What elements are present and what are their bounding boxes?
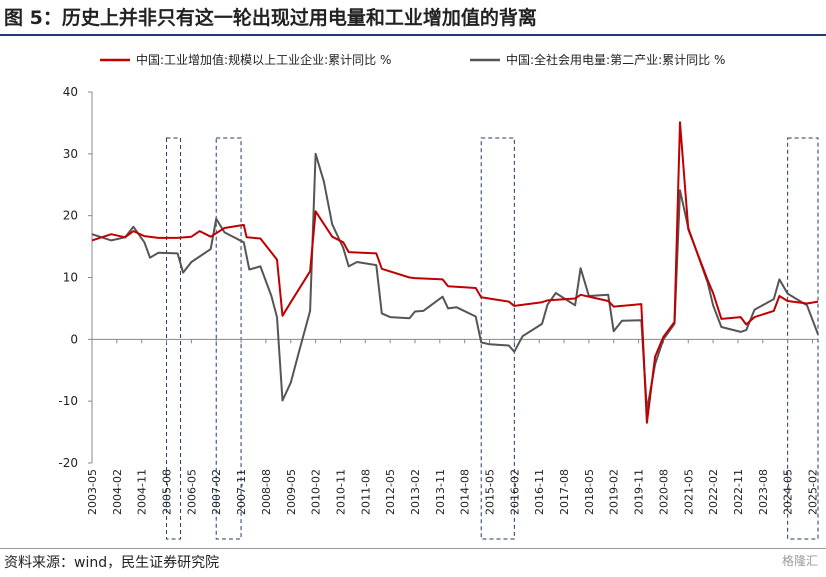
y-tick-label: -20 [58,456,78,470]
x-tick-label: 2022-11 [732,469,745,515]
x-tick-label: 2019-11 [633,469,646,515]
legend-label: 中国:全社会用电量:第二产业:累计同比 % [506,52,725,67]
y-tick-label: 20 [63,209,78,223]
x-tick-label: 2015-05 [484,469,497,515]
x-tick-label: 2011-08 [359,469,372,515]
page-title: 图 5：历史上并非只有这一轮出现过用电量和工业增加值的背离 [4,7,537,29]
x-tick-label: 2019-02 [608,469,621,515]
y-tick-label: 40 [63,85,78,99]
x-tick-label: 2017-08 [558,469,571,515]
series-line-industrial-output [91,121,819,424]
highlight-box [787,137,819,540]
x-tick-label: 2022-02 [707,469,720,515]
x-tick-label: 2018-05 [583,469,596,515]
x-tick-label: 2008-08 [260,469,273,515]
x-tick-label: 2004-11 [136,469,149,515]
x-tick-label: 2004-02 [111,469,124,515]
x-tick-label: 2016-11 [533,469,546,515]
x-tick-label: 2007-02 [210,469,223,515]
x-tick-label: 2023-08 [757,469,770,515]
x-tick-label: 2025-02 [806,469,819,515]
footer-divider [0,548,826,549]
chart-axes: -20 -10 0 10 20 30 40 2003-05 2004-02 2004-11 2005… [58,85,819,515]
x-tick-label: 2012-05 [384,469,397,515]
series-line-power-consumption [91,152,819,412]
y-tick-label: 30 [63,147,78,161]
y-tick-label: -10 [58,394,78,408]
x-tick-label: 2007-11 [235,469,248,515]
x-tick-label: 2006-05 [185,469,198,515]
x-tick-label: 2005-08 [161,469,174,515]
x-tick-label: 2009-05 [285,469,298,515]
x-tick-label: 2021-05 [682,469,695,515]
highlight-box [166,137,182,540]
x-tick-label: 2014-08 [459,469,472,515]
x-tick-label: 2003-05 [86,469,99,515]
title-divider [0,34,826,36]
chart-lines [91,121,819,424]
x-tick-label: 2024-05 [782,469,795,515]
legend: 中国:工业增加值:规模以上工业企业:累计同比 % 中国:全社会用电量:第二产业:累… [100,52,725,67]
watermark-logo: 格隆汇 [781,554,818,568]
x-tick-label: 2013-02 [409,469,422,515]
x-tick-label: 2010-02 [310,469,323,515]
x-tick-label: 2010-11 [334,469,347,515]
y-tick-label: 0 [70,332,78,346]
source-note: 资料来源：wind，民生证券研究院 [4,555,220,571]
x-tick-label: 2013-11 [434,469,447,515]
x-tick-label: 2020-08 [657,469,670,515]
highlight-box [215,137,242,540]
line-chart: 中国:工业增加值:规模以上工业企业:累计同比 % 中国:全社会用电量:第二产业:累… [58,52,819,540]
legend-label: 中国:工业增加值:规模以上工业企业:累计同比 % [136,52,391,67]
x-tick-label: 2016-02 [508,469,521,515]
y-tick-label: 10 [63,271,78,285]
